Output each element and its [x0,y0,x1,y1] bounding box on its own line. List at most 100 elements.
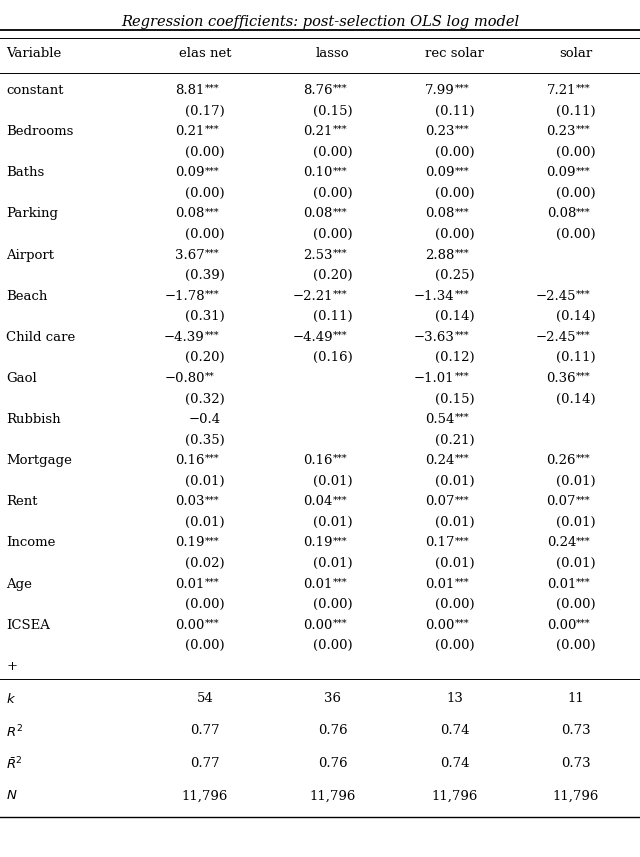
Text: (0.00): (0.00) [313,146,353,159]
Text: −2.45: −2.45 [536,290,576,303]
Text: −1.01: −1.01 [414,372,454,385]
Text: −2.21: −2.21 [292,290,333,303]
Text: 0.01: 0.01 [425,578,454,590]
Text: (0.20): (0.20) [185,351,225,364]
Text: 0.08: 0.08 [547,207,576,220]
Text: 0.73: 0.73 [561,724,591,737]
Text: −4.39: −4.39 [164,331,205,344]
Text: (0.00): (0.00) [435,639,474,652]
Text: 0.76: 0.76 [318,757,348,770]
Text: −0.4: −0.4 [189,413,221,426]
Text: 0.24: 0.24 [547,536,576,549]
Text: (0.00): (0.00) [556,228,596,241]
Text: (0.02): (0.02) [185,557,225,570]
Text: 0.23: 0.23 [425,125,454,138]
Text: (0.00): (0.00) [185,228,225,241]
Text: **: ** [205,372,214,381]
Text: (0.21): (0.21) [435,434,474,446]
Text: ***: *** [576,207,591,217]
Text: 0.09: 0.09 [175,166,205,179]
Text: ***: *** [205,536,220,546]
Text: Variable: Variable [6,47,61,60]
Text: (0.25): (0.25) [435,269,474,282]
Text: Rent: Rent [6,495,38,508]
Text: (0.00): (0.00) [435,187,474,200]
Text: 0.01: 0.01 [175,578,205,590]
Text: −1.34: −1.34 [414,290,454,303]
Text: 11,796: 11,796 [553,789,599,802]
Text: ***: *** [454,536,469,546]
Text: 7.21: 7.21 [547,84,576,97]
Text: 8.81: 8.81 [175,84,205,97]
Text: 0.09: 0.09 [547,166,576,179]
Text: ***: *** [205,454,220,464]
Text: ***: *** [454,454,469,464]
Text: rec solar: rec solar [425,47,484,60]
Text: ***: *** [454,372,469,381]
Text: ***: *** [205,166,220,176]
Text: −2.45: −2.45 [536,331,576,344]
Text: 2.53: 2.53 [303,249,333,261]
Text: 0.07: 0.07 [547,495,576,508]
Text: ***: *** [576,290,591,299]
Text: Airport: Airport [6,249,54,261]
Text: 11: 11 [568,692,584,704]
Text: (0.00): (0.00) [313,187,353,200]
Text: (0.01): (0.01) [435,516,474,529]
Text: (0.00): (0.00) [185,639,225,652]
Text: ***: *** [333,166,348,176]
Text: (0.01): (0.01) [185,475,225,488]
Text: ***: *** [333,125,348,135]
Text: 11,796: 11,796 [310,789,356,802]
Text: (0.00): (0.00) [185,187,225,200]
Text: 0.00: 0.00 [425,619,454,632]
Text: 8.76: 8.76 [303,84,333,97]
Text: 0.01: 0.01 [303,578,333,590]
Text: Bedrooms: Bedrooms [6,125,74,138]
Text: ***: *** [333,619,348,628]
Text: lasso: lasso [316,47,349,60]
Text: (0.00): (0.00) [435,146,474,159]
Text: (0.31): (0.31) [185,310,225,323]
Text: elas net: elas net [179,47,231,60]
Text: $R^2$: $R^2$ [6,724,24,740]
Text: ***: *** [205,207,220,217]
Text: Rubbish: Rubbish [6,413,61,426]
Text: 0.21: 0.21 [175,125,205,138]
Text: ***: *** [576,578,591,587]
Text: Gaol: Gaol [6,372,37,385]
Text: 0.76: 0.76 [318,724,348,737]
Text: 0.08: 0.08 [303,207,333,220]
Text: (0.35): (0.35) [185,434,225,446]
Text: ***: *** [454,495,469,505]
Text: ***: *** [333,495,348,505]
Text: 0.16: 0.16 [303,454,333,467]
Text: (0.20): (0.20) [313,269,353,282]
Text: −0.80: −0.80 [164,372,205,385]
Text: (0.00): (0.00) [185,146,225,159]
Text: ***: *** [333,536,348,546]
Text: ***: *** [576,166,591,176]
Text: Mortgage: Mortgage [6,454,72,467]
Text: 0.09: 0.09 [425,166,454,179]
Text: +: + [6,660,17,673]
Text: 11,796: 11,796 [182,789,228,802]
Text: ***: *** [454,413,469,423]
Text: ***: *** [576,125,591,135]
Text: (0.00): (0.00) [435,228,474,241]
Text: (0.14): (0.14) [556,310,596,323]
Text: 0.00: 0.00 [547,619,576,632]
Text: 0.26: 0.26 [547,454,576,467]
Text: 0.19: 0.19 [303,536,333,549]
Text: (0.14): (0.14) [556,393,596,405]
Text: 2.88: 2.88 [425,249,454,261]
Text: (0.00): (0.00) [556,639,596,652]
Text: (0.11): (0.11) [313,310,353,323]
Text: ICSEA: ICSEA [6,619,51,632]
Text: −4.49: −4.49 [292,331,333,344]
Text: (0.39): (0.39) [185,269,225,282]
Text: ***: *** [454,207,469,217]
Text: ***: *** [454,84,469,93]
Text: ***: *** [205,84,220,93]
Text: ***: *** [576,84,591,93]
